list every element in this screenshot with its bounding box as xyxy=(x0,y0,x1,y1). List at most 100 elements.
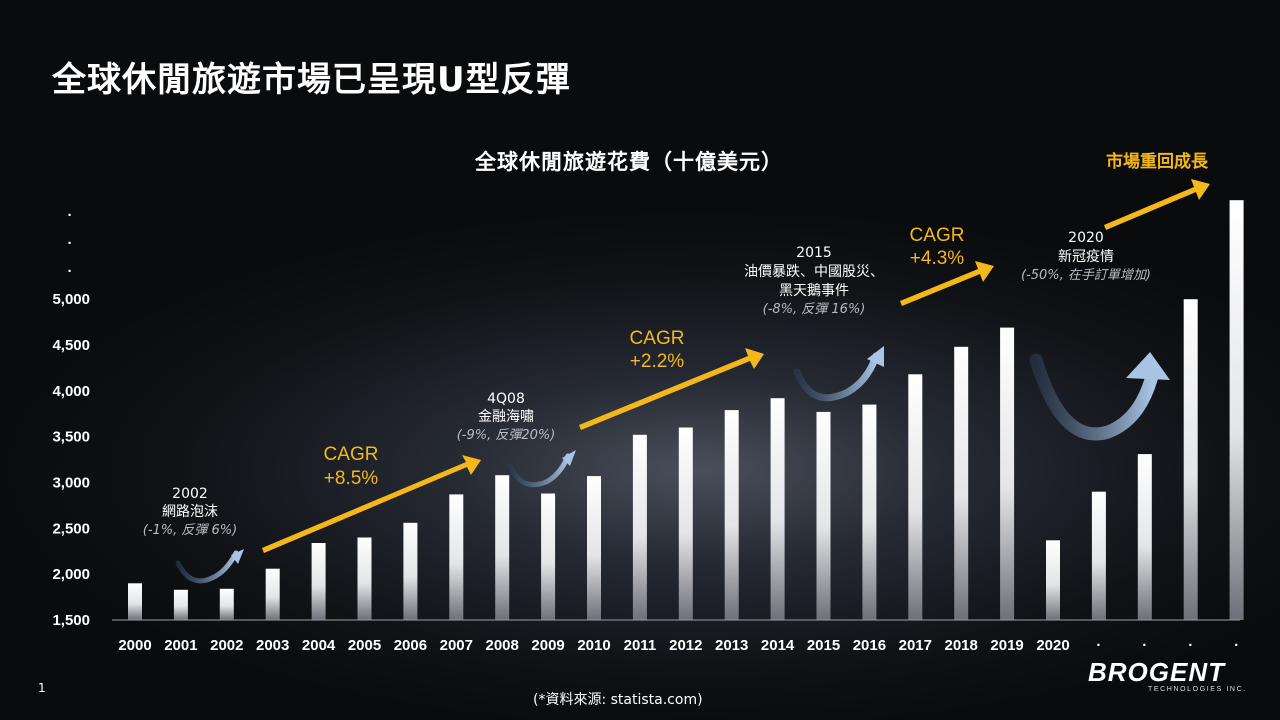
event-year-2015: 2015 xyxy=(796,245,832,261)
bar-2018-18 xyxy=(954,346,969,620)
rebound-arrowhead-2015 xyxy=(867,346,884,367)
x-tick-label: 2020 xyxy=(1036,637,1069,654)
x-tick-label: 2015 xyxy=(807,637,840,654)
event-year-2002: 2002 xyxy=(172,486,208,502)
cagr-label-2: CAGR xyxy=(630,328,685,349)
bar-2011-11 xyxy=(632,434,647,620)
trend-arrow-2020-future xyxy=(1104,179,1210,230)
page-number: 1 xyxy=(38,681,46,695)
x-tick-label: 2012 xyxy=(669,637,702,654)
x-tick-label: 2009 xyxy=(531,637,564,654)
bar-·-24 xyxy=(1229,200,1244,620)
y-tick-label: 5,000 xyxy=(52,291,90,308)
x-tick-label: 2010 xyxy=(577,637,610,654)
rebound-curve-2008 xyxy=(507,453,571,488)
event-text-2002: 網路泡沫 xyxy=(162,504,218,520)
cagr-value-2: +2.2% xyxy=(630,351,685,372)
x-tick-label: 2007 xyxy=(440,637,473,654)
x-tick-label: 2005 xyxy=(348,637,381,654)
y-tick-label: 2,000 xyxy=(52,566,90,583)
y-tick-label: 1,500 xyxy=(52,612,90,629)
x-tick-label: · xyxy=(1188,637,1193,654)
x-tick-label: 2013 xyxy=(715,637,748,654)
event-note-2020: (-50%, 在手訂單增加) xyxy=(1021,268,1151,283)
x-tick-label: · xyxy=(1234,637,1239,654)
event-text-2008: 金融海嘯 xyxy=(478,409,534,425)
trend-arrow-2015-2019 xyxy=(900,261,994,306)
bars-group xyxy=(128,200,1244,621)
y-extension-dot: · xyxy=(68,235,73,252)
event-year-2020: 2020 xyxy=(1068,230,1104,246)
y-tick-label: 4,500 xyxy=(52,337,90,354)
x-tick-label: 2017 xyxy=(899,637,932,654)
x-tick-label: 2011 xyxy=(624,637,657,654)
x-tick-label: · xyxy=(1142,637,1147,654)
x-tick-label: 2001 xyxy=(164,637,197,654)
x-tick-label: 2004 xyxy=(302,637,336,654)
event-year-2008: 4Q08 xyxy=(487,391,525,407)
x-tick-label: 2018 xyxy=(945,637,978,654)
event-note-2015: (-8%, 反彈 16%) xyxy=(763,302,866,317)
bar-2003-3 xyxy=(265,568,280,620)
cagr-value-3: +4.3% xyxy=(910,248,965,269)
rebound-curve-2020 xyxy=(1029,353,1159,441)
logo-main-text: BROGENT xyxy=(1088,657,1225,687)
x-tick-label: 2003 xyxy=(256,637,289,654)
y-extension-dot: · xyxy=(68,263,73,280)
event-text-2015-line2: 黑天鵝事件 xyxy=(779,283,849,299)
bar-2020-20 xyxy=(1046,540,1060,621)
cagr-value-1: +8.5% xyxy=(324,468,379,489)
logo-sub-text: TECHNOLOGIES INC. xyxy=(1148,686,1247,693)
chart-title: 全球休閒旅遊花費（十億美元） xyxy=(475,150,783,174)
bar-·-22 xyxy=(1137,454,1152,620)
y-axis: 1,500 2,000 2,500 3,000 3,500 4,000 4,500 5,000… xyxy=(52,207,90,629)
rebound-arrowhead-2008 xyxy=(562,450,576,466)
bar-2016-16 xyxy=(862,404,877,620)
bar-2019-19 xyxy=(1000,327,1015,620)
bar-2006-6 xyxy=(403,522,418,620)
x-tick-label: · xyxy=(1096,637,1101,654)
x-tick-label: 2016 xyxy=(853,637,886,654)
y-tick-label: 4,000 xyxy=(52,383,90,400)
x-tick-label: 2006 xyxy=(394,637,427,654)
bar-2014-14 xyxy=(770,398,785,620)
bar-2008-8 xyxy=(495,475,510,620)
rebound-arrowhead-2020 xyxy=(1126,352,1170,380)
bar-2001-1 xyxy=(173,589,188,621)
bar-·-23 xyxy=(1183,299,1198,620)
bar-2004-4 xyxy=(311,543,326,620)
y-tick-label: 3,000 xyxy=(52,475,90,492)
x-tick-label: 2000 xyxy=(118,637,151,654)
brogent-logo: BROGENT TECHNOLOGIES INC. xyxy=(1088,658,1258,693)
bar-2005-5 xyxy=(357,537,372,620)
slide-title: 全球休閒旅遊市場已呈現U型反彈 xyxy=(52,60,571,100)
x-axis: 2000 2001 2002 2003 2004 2005 2006 2007 2008 2009… xyxy=(118,637,1239,654)
bar-2015-15 xyxy=(816,411,831,620)
bar-2002-2 xyxy=(219,588,234,620)
cagr-label-3: CAGR xyxy=(910,225,965,246)
rebound-arrowhead-2002 xyxy=(231,549,244,564)
bar-2009-9 xyxy=(541,493,556,620)
event-note-2002: (-1%, 反彈 6%) xyxy=(143,523,237,538)
bar-2007-7 xyxy=(449,494,464,620)
growth-label: 市場重回成長 xyxy=(1106,151,1209,172)
bar-2017-17 xyxy=(908,374,923,620)
rebound-curve-2002 xyxy=(175,550,239,584)
bar-2010-10 xyxy=(587,476,601,620)
source-note: (*資料來源: statista.com) xyxy=(533,692,703,708)
trend-arrow-2009-2014 xyxy=(579,348,764,430)
trend-arrow-2003-2008 xyxy=(262,455,481,553)
bar-2000-0 xyxy=(128,583,142,620)
rebound-curves xyxy=(175,346,1170,584)
bar-2012-12 xyxy=(678,427,693,620)
y-tick-label: 2,500 xyxy=(52,520,90,537)
cagr-label-1: CAGR xyxy=(324,444,379,465)
bar-·-21 xyxy=(1091,491,1106,620)
event-text-2015-line1: 油價暴跌、中國股災、 xyxy=(744,263,884,280)
x-tick-label: 2019 xyxy=(990,637,1023,654)
event-note-2008: (-9%, 反彈20%) xyxy=(457,428,556,443)
x-tick-label: 2002 xyxy=(210,637,243,654)
bar-2013-13 xyxy=(724,410,739,620)
rebound-curve-2015 xyxy=(793,352,880,402)
